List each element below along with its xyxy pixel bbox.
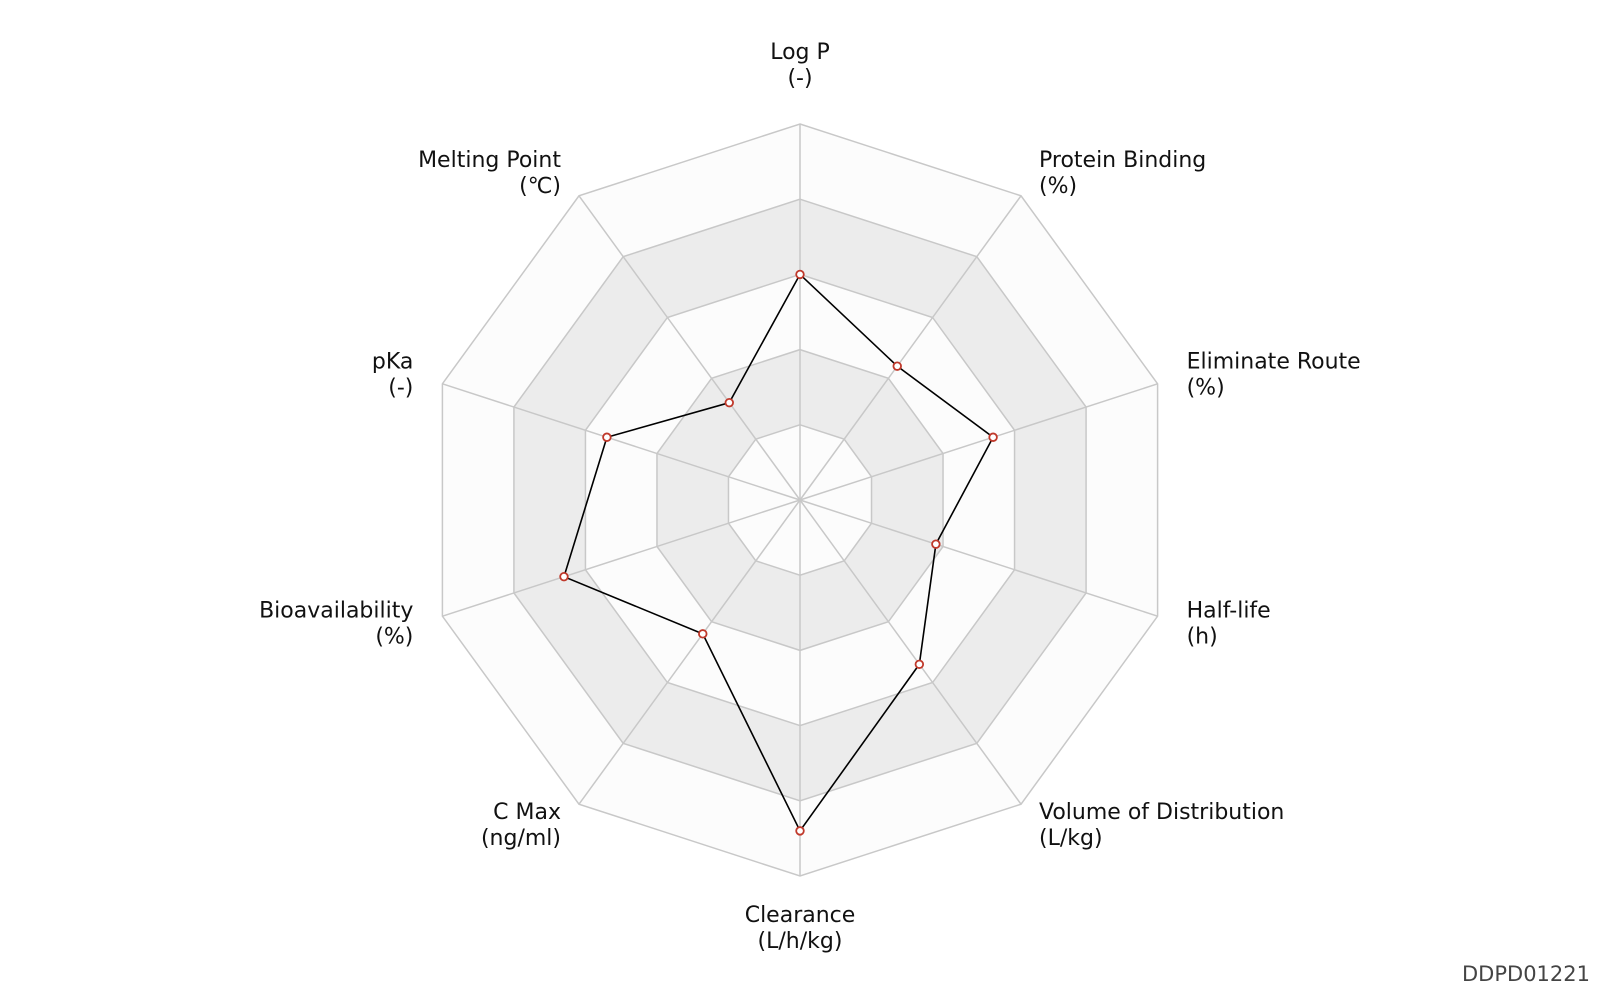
axis-spoke — [442, 499, 801, 617]
axis-unit: (%) — [375, 625, 413, 650]
data-point — [724, 397, 734, 408]
axis-unit: (%) — [1039, 174, 1077, 199]
data-point — [931, 539, 941, 549]
axis-spoke — [799, 499, 1158, 617]
axis-label: Protein Binding — [1039, 148, 1206, 173]
axis-unit: (L/h/kg) — [758, 929, 843, 954]
axis-label: Melting Point — [418, 148, 561, 173]
data-point — [559, 571, 569, 582]
data-point — [914, 659, 925, 669]
axis-unit: (L/kg) — [1039, 826, 1103, 851]
axis-spoke — [578, 499, 801, 805]
axis-label: Bioavailability — [259, 599, 413, 624]
data-point — [602, 432, 612, 442]
watermark: DDPD01221 — [1462, 962, 1590, 986]
axis-label: Log P — [770, 40, 830, 65]
axis-label: C Max — [493, 800, 561, 825]
axis-unit: (ng/ml) — [481, 826, 561, 851]
data-point — [795, 826, 805, 836]
axis-label: pKa — [372, 349, 414, 374]
axis-unit: (℃) — [519, 174, 561, 199]
data-point — [698, 629, 708, 639]
axis-spoke — [442, 383, 801, 501]
axis-spoke — [799, 195, 1022, 501]
axis-label: Half-life — [1187, 599, 1271, 624]
axis-spoke — [578, 195, 801, 501]
axis-unit: (%) — [1187, 375, 1225, 400]
axis-label: Volume of Distribution — [1039, 800, 1284, 825]
axis-spoke — [799, 499, 1022, 805]
axis-label: Eliminate Route — [1187, 349, 1361, 374]
data-point — [795, 269, 805, 280]
data-point — [988, 432, 998, 442]
axis-unit: (-) — [787, 66, 812, 91]
axis-label: Clearance — [745, 903, 856, 928]
axis-unit: (h) — [1187, 625, 1218, 650]
axis-unit: (-) — [388, 375, 413, 400]
axis-spoke — [799, 383, 1158, 501]
data-point — [892, 361, 902, 371]
